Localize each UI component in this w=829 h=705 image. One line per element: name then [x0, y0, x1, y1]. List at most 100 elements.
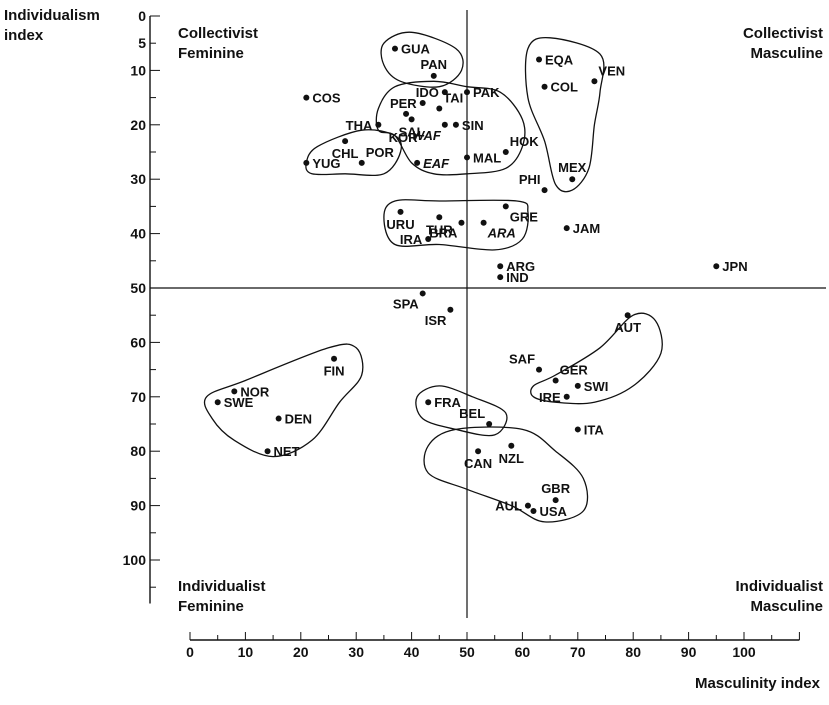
- point-spa: [419, 290, 426, 297]
- x-tick-label: 40: [404, 644, 420, 660]
- point-fin: [331, 355, 338, 362]
- point-ger: [552, 377, 559, 384]
- point-por: [358, 159, 365, 166]
- quadrant-top-right-line1: Collectivist: [743, 25, 823, 42]
- point-label-pak: PAK: [473, 85, 500, 100]
- point-gbr: [552, 497, 559, 504]
- point-label-ind: IND: [506, 270, 528, 285]
- y-tick-label: 0: [138, 8, 146, 24]
- point-label-jpn: JPN: [722, 259, 747, 274]
- point-label-saf: SAF: [509, 352, 535, 367]
- point-can: [475, 448, 482, 455]
- point-label-hok: HOK: [510, 134, 540, 149]
- point-hok: [502, 149, 509, 155]
- point-label-bel: BEL: [459, 406, 485, 421]
- x-tick-label: 70: [570, 644, 586, 660]
- point-label-sin: SIN: [462, 118, 484, 133]
- quadrant-bottom-right-line2: Masculine: [750, 598, 823, 615]
- point-jam: [563, 225, 570, 232]
- quadrant-top-left-line1: Collectivist: [178, 25, 258, 42]
- point-label-ido: IDO: [416, 85, 439, 100]
- y-tick-label: 90: [130, 498, 146, 514]
- x-tick-label: 60: [515, 644, 531, 660]
- point-aul: [524, 502, 531, 509]
- point-label-usa: USA: [539, 504, 567, 519]
- point-col: [541, 83, 548, 90]
- quadrant-top-right-line2: Masculine: [750, 45, 823, 62]
- x-axis-title: Masculinity index: [695, 675, 821, 692]
- y-tick-label: 80: [130, 443, 146, 459]
- point-ita: [574, 426, 581, 433]
- point-fra: [425, 399, 432, 406]
- point-ire: [563, 393, 570, 400]
- x-tick-label: 0: [186, 644, 194, 660]
- point-label-tha: THA: [346, 118, 373, 133]
- point-swi: [574, 382, 581, 389]
- clusters-layer: [203, 31, 663, 523]
- point-label-por: POR: [366, 145, 395, 160]
- point-cos: [303, 94, 310, 101]
- point-nzl: [508, 442, 515, 449]
- point-ind: [497, 274, 504, 281]
- point-label-aul: AUL: [495, 499, 522, 514]
- point-ara: [480, 219, 487, 226]
- x-tick-label: 100: [732, 644, 756, 660]
- point-label-can: CAN: [464, 456, 492, 471]
- y-tick-label: 50: [130, 280, 146, 296]
- point-label-kor: KOR: [389, 130, 419, 145]
- point-label-ven: VEN: [598, 63, 625, 78]
- cluster-latin-north: [524, 36, 605, 193]
- x-tick-label: 20: [293, 644, 309, 660]
- point-label-gbr: GBR: [541, 481, 571, 496]
- point-label-tur: TUR: [426, 222, 453, 237]
- point-label-chl: CHL: [332, 146, 359, 161]
- y-tick-label: 20: [130, 117, 146, 133]
- point-ven: [591, 78, 598, 85]
- cluster-mediterranean: [383, 199, 529, 251]
- point-gua: [391, 45, 398, 52]
- point-bel: [486, 421, 493, 427]
- y-axis-title-line2: index: [4, 27, 44, 44]
- point-nor: [231, 388, 238, 395]
- point-label-gre: GRE: [510, 209, 539, 224]
- point-label-nor: NOR: [240, 384, 270, 399]
- point-label-fin: FIN: [324, 364, 345, 379]
- point-label-sal: SAL: [399, 124, 425, 139]
- point-label-pan: PAN: [421, 57, 447, 72]
- point-den: [275, 415, 282, 422]
- point-waf: [441, 121, 448, 128]
- y-tick-label: 100: [123, 552, 147, 568]
- point-saf: [536, 366, 543, 373]
- point-kor: [403, 110, 410, 117]
- point-pan: [430, 72, 437, 79]
- point-label-ira: IRA: [400, 232, 423, 247]
- point-mex: [569, 176, 576, 183]
- point-label-ita: ITA: [584, 422, 605, 437]
- quadrant-bottom-left-line1: Individualist: [178, 578, 266, 595]
- point-per: [419, 100, 426, 107]
- point-ira: [425, 236, 432, 243]
- point-isr: [447, 306, 454, 313]
- point-label-ger: GER: [560, 362, 589, 377]
- point-pak: [464, 89, 470, 96]
- x-tick-label: 50: [459, 644, 475, 660]
- point-label-jam: JAM: [573, 221, 600, 236]
- point-label-waf: WAF: [412, 128, 442, 143]
- point-label-uru: URU: [386, 217, 414, 232]
- point-label-nzl: NZL: [499, 451, 524, 466]
- axes-layer: 0 5 10 20 30 40 50 60 70 80 90 100 0 10 20 30 40 50 60 70 80…: [123, 8, 826, 660]
- point-eqa: [536, 56, 543, 63]
- point-label-yug: YUG: [312, 156, 340, 171]
- point-usa: [530, 508, 537, 515]
- cluster-nordic: [203, 343, 364, 458]
- point-label-spa: SPA: [393, 296, 419, 311]
- y-tick-label: 30: [130, 171, 146, 187]
- point-label-den: DEN: [285, 412, 312, 427]
- point-swe: [214, 399, 221, 406]
- point-gre: [502, 203, 509, 210]
- x-tick-label: 30: [348, 644, 364, 660]
- point-tur: [436, 214, 443, 221]
- point-chl: [342, 138, 349, 145]
